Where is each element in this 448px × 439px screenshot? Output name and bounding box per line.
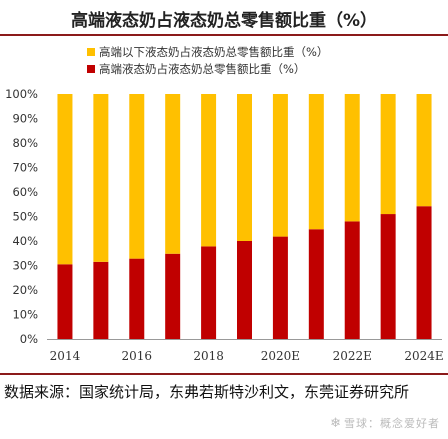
bar-below-high-end-2024E [416,94,432,207]
bar-high-end-2015 [93,261,109,339]
x-axis: 2014 2016 2018 2020E 2022E 2024E [47,339,444,363]
y-tick-label: 90% [12,112,38,126]
watermark-text: 雪球：概念爱好者 [344,417,440,430]
legend: 高端以下液态奶占液态奶总零售额比重（%） 高端液态奶占液态奶总零售额比重（%） [87,45,328,76]
bar-below-high-end-2016 [129,94,145,259]
title-divider [0,34,448,36]
y-tick-label: 40% [12,234,38,248]
x-tick-label: 2024E [404,349,443,363]
legend-label-0: 高端以下液态奶占液态奶总零售额比重（%） [99,45,328,59]
bar-high-end-2022E [344,221,360,339]
bar-high-end-2019 [237,241,252,339]
y-tick-label: 60% [12,185,38,199]
y-tick-label: 0% [20,332,38,346]
bar-high-end-2024E [416,206,432,339]
bar-high-end-2023E [380,214,396,339]
bar-below-high-end-2018 [201,94,217,247]
bar-below-high-end-2019 [237,94,252,241]
bar-below-high-end-2015 [93,94,109,262]
bar-below-high-end-2017 [165,94,181,254]
y-tick-label: 20% [12,283,38,297]
bar-below-high-end-2014 [57,94,73,265]
bar-high-end-2016 [129,258,145,339]
bar-below-high-end-2020E [272,94,288,237]
y-tick-label: 70% [12,161,38,175]
x-tick-label: 2020E [261,349,300,363]
legend-swatch-1 [87,65,95,73]
bar-high-end-2017 [165,253,181,339]
snowflake-icon: ❄ [330,416,342,431]
y-tick-label: 50% [12,210,38,224]
bar-below-high-end-2022E [344,94,360,222]
bar-below-high-end-2021E [308,94,324,230]
x-tick-label: 2018 [193,349,224,363]
y-tick-label: 100% [5,87,38,101]
bar-high-end-2020E [272,236,288,339]
bar-high-end-2014 [57,264,73,339]
y-tick-label: 10% [12,308,38,322]
y-axis: 0% 10% 20% 30% 40% 50% 60% 70% 80% 90% 100% [5,87,38,346]
bar-below-high-end-2023E [380,94,396,215]
legend-swatch-0 [87,48,95,56]
data-source-note: 数据来源：国家统计局，东弗若斯特沙利文，东莞证券研究所 [4,383,410,401]
x-tick-label: 2022E [333,349,372,363]
x-tick-label: 2014 [50,349,81,363]
y-tick-label: 80% [12,136,38,150]
watermark: ❄ 雪球：概念爱好者 [330,415,440,431]
chart-title: 高端液态奶占液态奶总零售额比重（%） [70,11,378,31]
bar-high-end-2021E [308,229,324,339]
bar-high-end-2018 [201,246,217,339]
x-tick-label: 2016 [121,349,152,363]
y-tick-label: 30% [12,259,38,273]
legend-label-1: 高端液态奶占液态奶总零售额比重（%） [99,62,305,76]
footer-divider [0,373,448,375]
stacked-bar-chart: 高端以下液态奶占液态奶总零售额比重（%） 高端液态奶占液态奶总零售额比重（%） 0… [5,45,444,363]
bars [57,94,432,339]
